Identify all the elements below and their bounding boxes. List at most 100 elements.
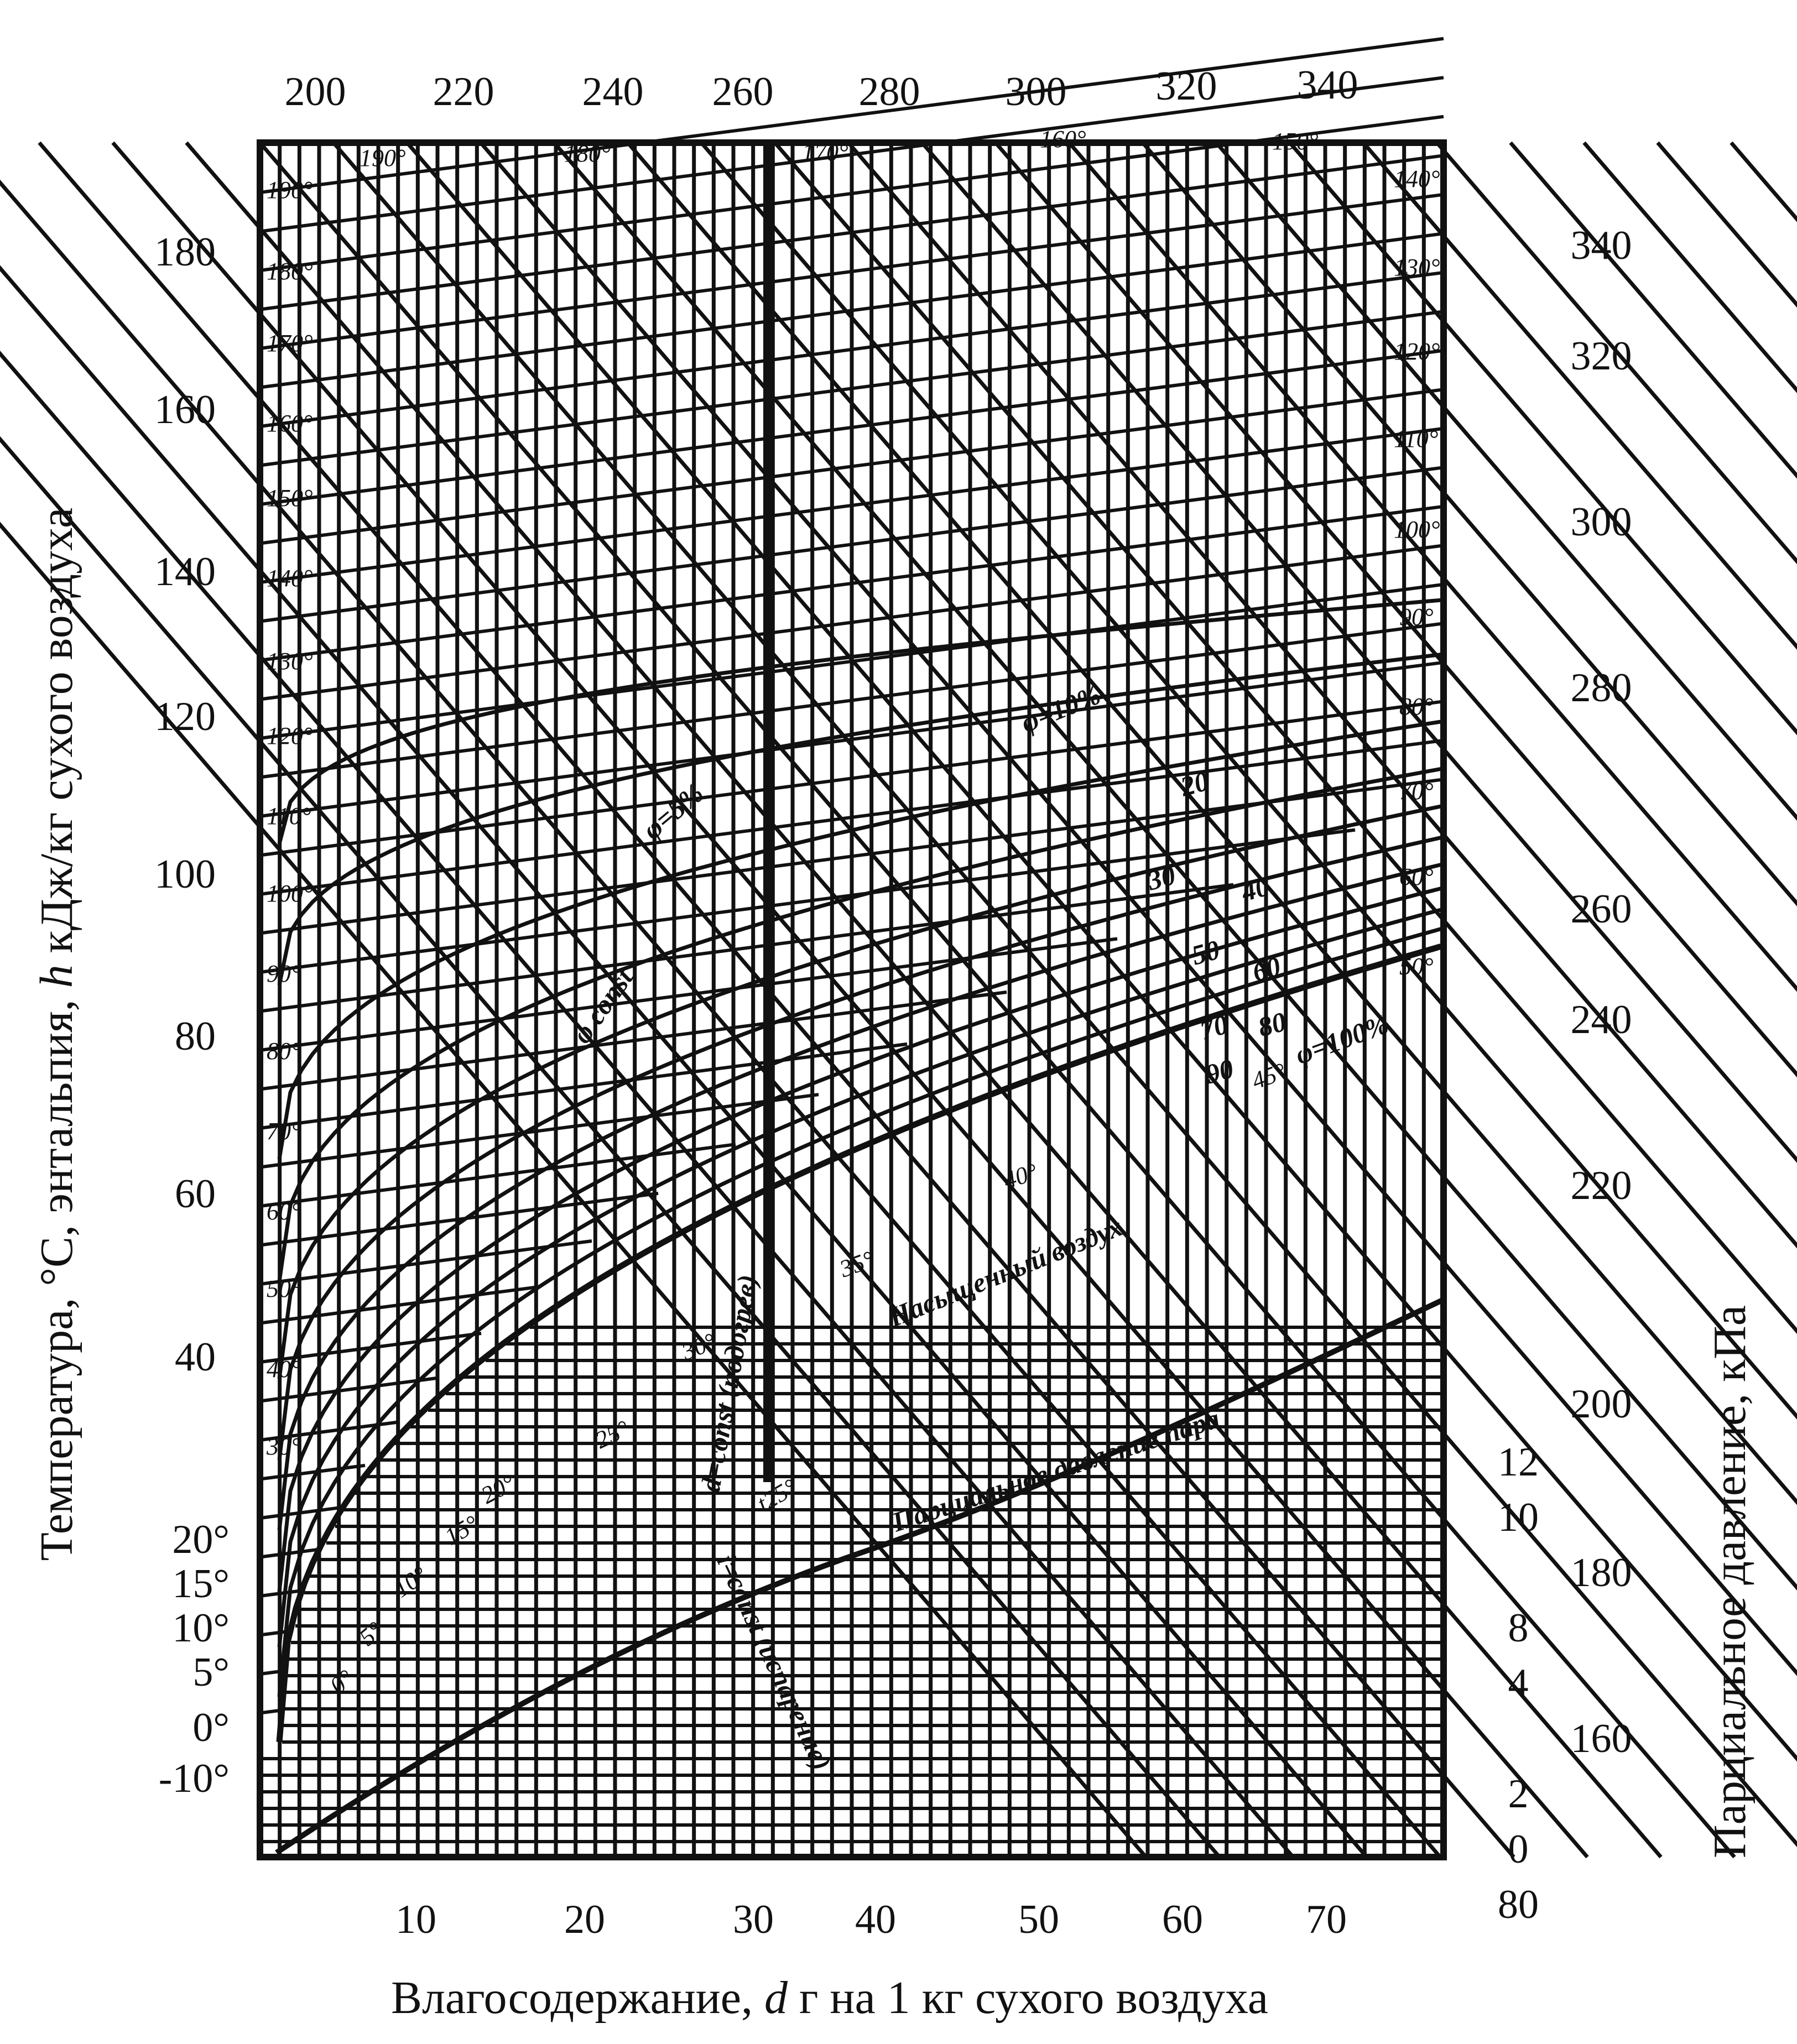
right-axis-title: Парциальное давление, кПа: [1704, 1305, 1756, 1858]
humidity-curve: [277, 766, 1441, 1282]
enthalpy-line: [332, 141, 1797, 1848]
top-tick-label: 320: [1156, 64, 1217, 109]
isotherm-label: 160°: [1040, 126, 1086, 153]
isotherm-line: [259, 828, 1356, 974]
saturation-temp-label: 45°: [1248, 1057, 1290, 1094]
isotherm-line: [259, 1191, 659, 1247]
x-tick-label: 20: [564, 1897, 605, 1942]
enthalpy-line: [700, 141, 1797, 1420]
enthalpy-line: [1362, 141, 1797, 650]
isotherm-label: 70°: [1399, 778, 1434, 805]
enthalpy-line: [773, 141, 1797, 1334]
partial-pressure-line: [856, 1297, 1445, 1557]
isotherm-label: 50°: [267, 1275, 301, 1302]
humidity-curve: [277, 887, 1441, 1592]
isotherm-label: 130°: [1394, 254, 1440, 281]
isotherm-label: 80°: [1399, 693, 1434, 720]
left-tick-label: 180: [154, 230, 216, 275]
enthalpy-line: [626, 141, 1797, 1505]
enthalpy-line: [0, 265, 1368, 1859]
isotherm-line: [259, 883, 1234, 1013]
enthalpy-line: [1435, 141, 1797, 565]
isotherm-line: [259, 310, 1444, 467]
isotherm-label: 120°: [1394, 338, 1440, 365]
isotherm-line: [259, 348, 1444, 506]
x-tick-label: 10: [395, 1897, 436, 1942]
saturation-curve: [276, 943, 1442, 1743]
isotherm-label: 180°: [267, 258, 313, 285]
isotherm-label: 80°: [267, 1037, 301, 1065]
saturation-temp-label: 0°: [325, 1665, 359, 1699]
humidity-curves: [275, 598, 1445, 1855]
left-axis-title: Температура, °С, энтальпия, h кДж/кг сух…: [31, 508, 82, 1561]
isotherm-label: 50°: [1399, 953, 1434, 980]
isotherm-label: 110°: [267, 802, 311, 830]
isotherm-label: 130°: [267, 648, 313, 675]
enthalpy-lines: [0, 141, 1797, 1859]
enthalpy-line: [1141, 141, 1797, 906]
right-pressure-tick-label: 8: [1508, 1605, 1529, 1651]
isotherm-label: 120°: [267, 722, 313, 749]
left-tick-label: 160: [154, 387, 216, 432]
left-tick-label: 140: [154, 549, 216, 595]
isotherm-labels-right: 140° 130° 120° 110° 100° 90° 80° 70° 60°…: [1394, 165, 1440, 980]
isotherm-label: 90°: [1399, 603, 1434, 630]
right-pressure-tick-label: 80: [1498, 1882, 1539, 1927]
enthalpy-line: [1288, 141, 1797, 736]
enthalpy-line: [994, 141, 1797, 1078]
humidity-curve: [277, 598, 1441, 844]
top-tick-label: 280: [859, 69, 920, 114]
isotherm-line: [259, 990, 1007, 1091]
isotherm-line: [259, 192, 1444, 350]
x-tick-label: 50: [1018, 1897, 1059, 1942]
right-pressure-tick-labels: 12 10 8 4 2 0 80: [1498, 1440, 1539, 1927]
isotherm-label: 180°: [564, 140, 611, 167]
humidity-curve: [277, 908, 1441, 1647]
left-tick-label: 60: [175, 1171, 216, 1217]
left-temp-tick-label: 20°: [172, 1517, 230, 1562]
isotherm-label: 190°: [267, 176, 313, 204]
right-pressure-tick-label: 12: [1498, 1440, 1539, 1485]
isotherm-line: [259, 622, 1444, 779]
isotherm-line: [259, 1708, 283, 1715]
left-temp-tick-label: 5°: [192, 1650, 230, 1695]
right-enthalpy-tick-label: 300: [1571, 499, 1632, 545]
isotherm-label: 170°: [267, 330, 313, 357]
top-tick-label: 260: [712, 69, 774, 114]
isotherm-labels-top: 190° 180° 170° 160° 150°: [360, 126, 1319, 171]
enthalpy-line: [1067, 141, 1797, 992]
humidity-curve: [277, 719, 1441, 1160]
x-tick-labels: 10 20 30 40 50 60 70: [395, 1897, 1347, 1942]
left-tick-labels: 180 160 140 120 100 80 60 40 20° 15° 10°…: [154, 230, 230, 1801]
humidity-curve: [277, 653, 1441, 985]
isotherm-label: 30°: [266, 1433, 301, 1460]
humidity-curve: [277, 927, 1441, 1697]
left-temp-tick-label: 0°: [192, 1705, 230, 1750]
saturation-temp-label: 10°: [389, 1561, 433, 1603]
isotherm-line: [259, 504, 1444, 662]
isotherm-line: [259, 544, 1444, 701]
right-pressure-tick-label: 0: [1508, 1827, 1529, 1872]
enthalpy-line: [111, 141, 1589, 1859]
humidity-curve: [277, 804, 1441, 1379]
enthalpy-line: [0, 522, 1148, 1859]
right-enthalpy-tick-label: 180: [1571, 1550, 1632, 1595]
isotherm-line: [259, 466, 1444, 623]
top-tick-label: 300: [1006, 69, 1067, 114]
enthalpy-line: [258, 141, 1736, 1859]
isotherm-line: [259, 1093, 819, 1169]
right-enthalpy-tick-label: 280: [1571, 665, 1632, 711]
x-tick-label: 40: [855, 1897, 896, 1942]
enthalpy-line: [185, 141, 1663, 1859]
isotherm-line: [259, 270, 1444, 428]
enthalpy-line: [553, 141, 1797, 1591]
isotherm-line: [259, 1376, 437, 1403]
isotherm-label: 170°: [802, 139, 848, 166]
right-enthalpy-tick-labels: 340 320 300 280 260 240 220 200 180 160: [1571, 223, 1632, 1761]
left-tick-label: 80: [175, 1014, 216, 1059]
isotherm-label: 70°: [267, 1118, 301, 1145]
enthalpy-line: [1215, 141, 1797, 821]
top-tick-label: 220: [433, 69, 494, 114]
isotherm-label: 60°: [1399, 863, 1434, 890]
